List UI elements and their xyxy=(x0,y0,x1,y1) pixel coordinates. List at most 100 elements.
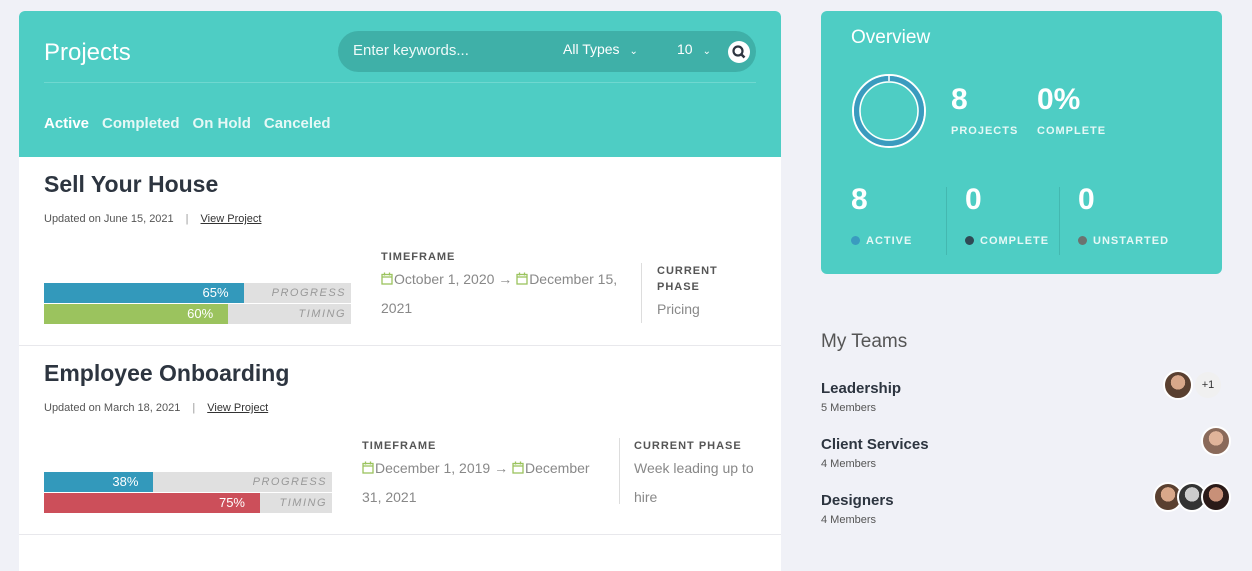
active-count: 8 xyxy=(851,183,868,216)
overview-card: Overview 8 PROJECTS 0% COMPLETE 8 ACTIVE… xyxy=(821,11,1222,274)
phase-value: Week leading up to hire xyxy=(634,460,754,505)
chevron-down-icon: ⌄ xyxy=(629,46,638,57)
team-avatars xyxy=(1153,482,1231,512)
timing-label: TIMING xyxy=(298,308,346,320)
tab-active[interactable]: Active xyxy=(44,115,90,132)
view-project-link[interactable]: View Project xyxy=(207,402,269,414)
page-title: Projects xyxy=(44,39,131,66)
avatar xyxy=(1201,426,1231,456)
unstarted-count: 0 xyxy=(1078,183,1095,216)
search-button[interactable] xyxy=(728,41,750,63)
phase-label: CURRENT PHASE xyxy=(634,440,742,452)
search-icon xyxy=(732,45,746,59)
tab-canceled[interactable]: Canceled xyxy=(263,115,331,132)
divider xyxy=(44,82,756,83)
divider xyxy=(946,187,947,255)
team-designers[interactable]: Designers 4 Members xyxy=(821,482,1231,526)
view-project-link[interactable]: View Project xyxy=(200,213,262,225)
timing-fill: 60% xyxy=(44,304,229,324)
calendar-icon xyxy=(362,461,374,474)
complete-label: COMPLETE xyxy=(965,235,1049,247)
status-tabs: Active Completed On Hold Canceled xyxy=(44,115,331,132)
team-leadership[interactable]: Leadership 5 Members +1 xyxy=(821,370,1231,414)
divider xyxy=(641,263,642,323)
divider xyxy=(619,438,620,504)
calendar-icon xyxy=(512,461,524,474)
tab-on-hold[interactable]: On Hold xyxy=(192,115,251,132)
search-bar: All Types ⌄ 10 ⌄ xyxy=(338,31,756,72)
progress-label: PROGRESS xyxy=(252,476,327,488)
start-date: October 1, 2020 xyxy=(394,271,495,287)
project-row: Sell Your House Updated on June 15, 2021… xyxy=(19,157,781,346)
team-name[interactable]: Leadership xyxy=(821,380,902,397)
unstarted-label-text: UNSTARTED xyxy=(1093,235,1170,247)
separator: | xyxy=(185,213,189,225)
project-title[interactable]: Sell Your House xyxy=(44,171,219,197)
search-input[interactable] xyxy=(353,42,543,59)
progress-bar: 38% PROGRESS xyxy=(44,472,332,492)
end-date: December 15, 2021 xyxy=(381,271,618,316)
project-row: Employee Onboarding Updated on March 18,… xyxy=(19,346,781,535)
type-select-value: All Types xyxy=(563,41,620,57)
projects-count: 8 xyxy=(951,83,968,116)
team-members: 4 Members xyxy=(821,458,877,470)
timeframe-label: TIMEFRAME xyxy=(381,251,456,263)
separator: | xyxy=(192,402,196,414)
avatar xyxy=(1163,370,1193,400)
active-label-text: ACTIVE xyxy=(866,235,913,247)
team-client-services[interactable]: Client Services 4 Members xyxy=(821,426,1231,470)
team-members: 4 Members xyxy=(821,514,877,526)
project-meta: Updated on March 18, 2021 | View Project xyxy=(44,402,268,414)
timing-fill: 75% xyxy=(44,493,260,513)
projects-label: PROJECTS xyxy=(951,125,1019,137)
overview-title: Overview xyxy=(851,27,931,48)
avatar xyxy=(1201,482,1231,512)
updated-date: Updated on March 18, 2021 xyxy=(44,402,181,414)
current-phase: CURRENT PHASE Week leading up to hire xyxy=(634,438,759,512)
more-members-badge[interactable]: +1 xyxy=(1195,372,1221,398)
timeframe-label: TIMEFRAME xyxy=(362,440,437,452)
chevron-down-icon: ⌄ xyxy=(702,46,711,57)
updated-date: Updated on June 15, 2021 xyxy=(44,213,174,225)
timing-bar: 60% TIMING xyxy=(44,304,351,324)
unstarted-dot xyxy=(1078,236,1087,245)
divider xyxy=(1059,187,1060,255)
timeframe: TIMEFRAME December 1, 2019 → December 31,… xyxy=(362,438,607,512)
progress-ring xyxy=(852,74,926,148)
tab-completed[interactable]: Completed xyxy=(102,115,180,132)
progress-bar: 65% PROGRESS xyxy=(44,283,351,303)
complete-percent: 0% xyxy=(1037,83,1081,116)
active-dot xyxy=(851,236,860,245)
project-meta: Updated on June 15, 2021 | View Project xyxy=(44,213,261,225)
team-name[interactable]: Client Services xyxy=(821,436,929,453)
projects-card: Projects All Types ⌄ 10 ⌄ Active Completed… xyxy=(19,11,781,571)
per-page-value: 10 xyxy=(677,41,693,57)
team-avatars xyxy=(1201,426,1231,456)
project-title[interactable]: Employee Onboarding xyxy=(44,360,290,386)
complete-dot xyxy=(965,236,974,245)
type-select[interactable]: All Types ⌄ xyxy=(563,41,638,57)
projects-header: Projects All Types ⌄ 10 ⌄ Active Completed… xyxy=(19,11,781,157)
project-bars: 38% PROGRESS 75% TIMING xyxy=(44,472,332,514)
unstarted-label: UNSTARTED xyxy=(1078,235,1169,247)
timeframe: TIMEFRAME October 1, 2020 → December 15, … xyxy=(381,249,631,323)
calendar-icon xyxy=(516,272,528,285)
timing-bar: 75% TIMING xyxy=(44,493,332,513)
calendar-icon xyxy=(381,272,393,285)
complete-label-text: COMPLETE xyxy=(980,235,1050,247)
progress-fill: 38% xyxy=(44,472,154,492)
timing-label: TIMING xyxy=(279,497,327,509)
current-phase: CURRENT PHASE Pricing xyxy=(657,263,727,324)
team-name[interactable]: Designers xyxy=(821,492,894,509)
active-label: ACTIVE xyxy=(851,235,912,247)
phase-value: Pricing xyxy=(657,301,700,317)
team-avatars: +1 xyxy=(1163,370,1221,400)
start-date: December 1, 2019 xyxy=(375,460,491,476)
per-page-select[interactable]: 10 ⌄ xyxy=(677,41,711,57)
progress-label: PROGRESS xyxy=(271,287,346,299)
end-date: December 31, 2021 xyxy=(362,460,590,505)
complete-count: 0 xyxy=(965,183,982,216)
progress-fill: 65% xyxy=(44,283,244,303)
project-bars: 65% PROGRESS 60% TIMING xyxy=(44,283,351,325)
teams-title: My Teams xyxy=(821,331,908,352)
